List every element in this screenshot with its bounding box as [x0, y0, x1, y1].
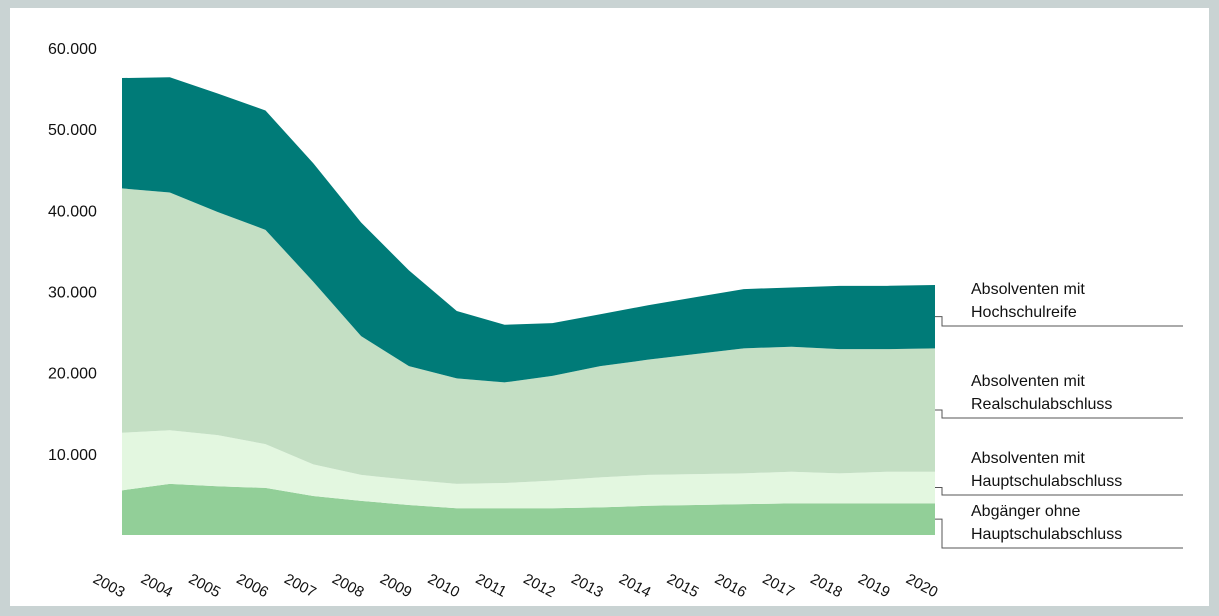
legend-label: Absolventen mit Realschulabschluss: [971, 373, 1113, 413]
leader-line: [935, 409, 1183, 419]
x-tick-label: 2008: [329, 571, 366, 602]
legend-label: Absolventen mit Hauptschulabschluss: [971, 450, 1123, 490]
y-tick-label: 60.000: [48, 41, 97, 58]
x-tick-label: 2018: [807, 571, 844, 602]
x-tick-label: 2015: [664, 571, 701, 602]
x-tick-label: 2013: [568, 571, 605, 602]
x-tick-label: 2005: [186, 571, 223, 602]
leader-line: [935, 487, 1183, 496]
x-tick-label: 2014: [616, 571, 653, 602]
x-tick-label: 2006: [234, 571, 271, 602]
y-tick-label: 30.000: [48, 285, 97, 302]
y-tick-label: 50.000: [48, 122, 97, 139]
y-tick-label: 10.000: [48, 447, 97, 464]
x-tick-label: 2009: [377, 571, 414, 602]
area: [122, 483, 935, 535]
x-tick-label: 2011: [473, 571, 509, 601]
area: [122, 188, 935, 484]
legend-label: Abgänger ohne Hauptschulabschluss: [971, 503, 1123, 543]
x-tick-label: 2007: [281, 571, 318, 602]
x-tick-label: 2003: [90, 571, 127, 602]
x-tick-label: 2010: [425, 571, 462, 602]
y-tick-label: 20.000: [48, 366, 97, 383]
y-tick-label: 40.000: [48, 203, 97, 220]
x-tick-label: 2017: [760, 571, 797, 602]
x-tick-label: 2019: [855, 571, 892, 602]
x-tick-label: 2004: [138, 571, 175, 602]
x-tick-label: 2012: [521, 571, 558, 602]
x-tick-label: 2016: [712, 571, 749, 602]
area: [122, 77, 935, 383]
x-tick-label: 2020: [903, 571, 940, 602]
leader-line: [935, 518, 1183, 549]
area: [122, 430, 935, 509]
legend-label: Absolventen mit Hochschulreife: [971, 281, 1085, 321]
leader-line: [935, 316, 1183, 327]
